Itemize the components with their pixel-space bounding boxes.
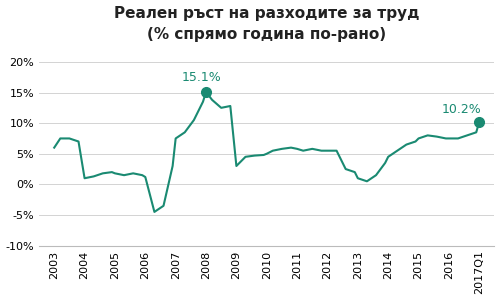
Text: 15.1%: 15.1% xyxy=(182,71,222,84)
Title: Реален ръст на разходите за труд
(% спрямо година по-рано): Реален ръст на разходите за труд (% спря… xyxy=(114,6,420,42)
Text: 10.2%: 10.2% xyxy=(441,103,481,116)
